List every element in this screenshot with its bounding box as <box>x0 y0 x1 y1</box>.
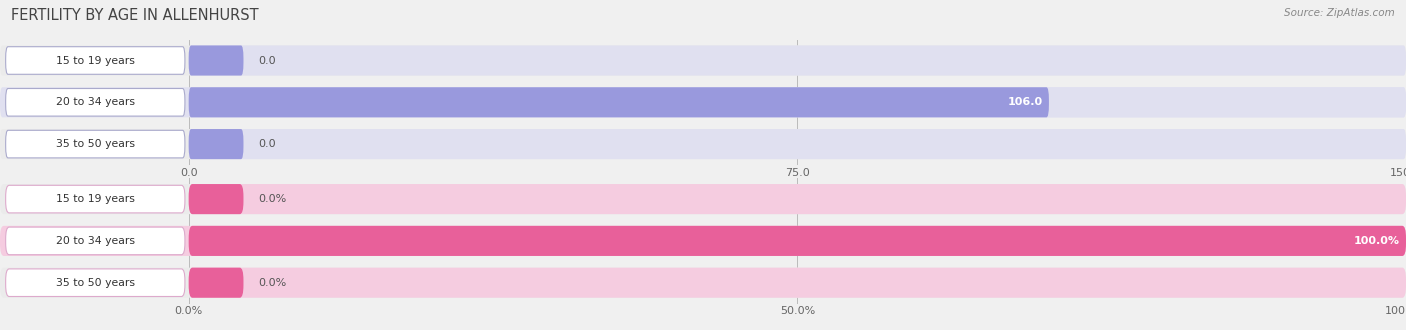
Text: 35 to 50 years: 35 to 50 years <box>56 139 135 149</box>
FancyBboxPatch shape <box>188 184 243 214</box>
FancyBboxPatch shape <box>0 46 1406 76</box>
Text: 35 to 50 years: 35 to 50 years <box>56 278 135 288</box>
FancyBboxPatch shape <box>6 227 186 255</box>
FancyBboxPatch shape <box>0 226 1406 256</box>
Text: 100.0%: 100.0% <box>1354 236 1400 246</box>
Text: 15 to 19 years: 15 to 19 years <box>56 55 135 65</box>
FancyBboxPatch shape <box>6 130 186 158</box>
FancyBboxPatch shape <box>6 185 186 213</box>
FancyBboxPatch shape <box>188 268 243 298</box>
Text: 0.0%: 0.0% <box>259 278 287 288</box>
FancyBboxPatch shape <box>188 226 1406 256</box>
Text: FERTILITY BY AGE IN ALLENHURST: FERTILITY BY AGE IN ALLENHURST <box>11 8 259 23</box>
FancyBboxPatch shape <box>188 46 1406 76</box>
FancyBboxPatch shape <box>6 88 186 116</box>
FancyBboxPatch shape <box>188 129 243 159</box>
FancyBboxPatch shape <box>0 87 1406 117</box>
FancyBboxPatch shape <box>188 184 1406 214</box>
Text: Source: ZipAtlas.com: Source: ZipAtlas.com <box>1284 8 1395 18</box>
FancyBboxPatch shape <box>188 226 1406 256</box>
FancyBboxPatch shape <box>188 46 243 76</box>
FancyBboxPatch shape <box>0 184 1406 214</box>
Text: 15 to 19 years: 15 to 19 years <box>56 194 135 204</box>
Text: 20 to 34 years: 20 to 34 years <box>56 97 135 107</box>
FancyBboxPatch shape <box>188 268 1406 298</box>
Text: 20 to 34 years: 20 to 34 years <box>56 236 135 246</box>
Text: 0.0: 0.0 <box>259 55 276 65</box>
FancyBboxPatch shape <box>0 129 1406 159</box>
FancyBboxPatch shape <box>0 268 1406 298</box>
FancyBboxPatch shape <box>188 87 1049 117</box>
FancyBboxPatch shape <box>6 47 186 74</box>
Text: 0.0%: 0.0% <box>259 194 287 204</box>
FancyBboxPatch shape <box>6 269 186 296</box>
Text: 0.0: 0.0 <box>259 139 276 149</box>
FancyBboxPatch shape <box>188 87 1406 117</box>
Text: 106.0: 106.0 <box>1008 97 1043 107</box>
FancyBboxPatch shape <box>188 129 1406 159</box>
